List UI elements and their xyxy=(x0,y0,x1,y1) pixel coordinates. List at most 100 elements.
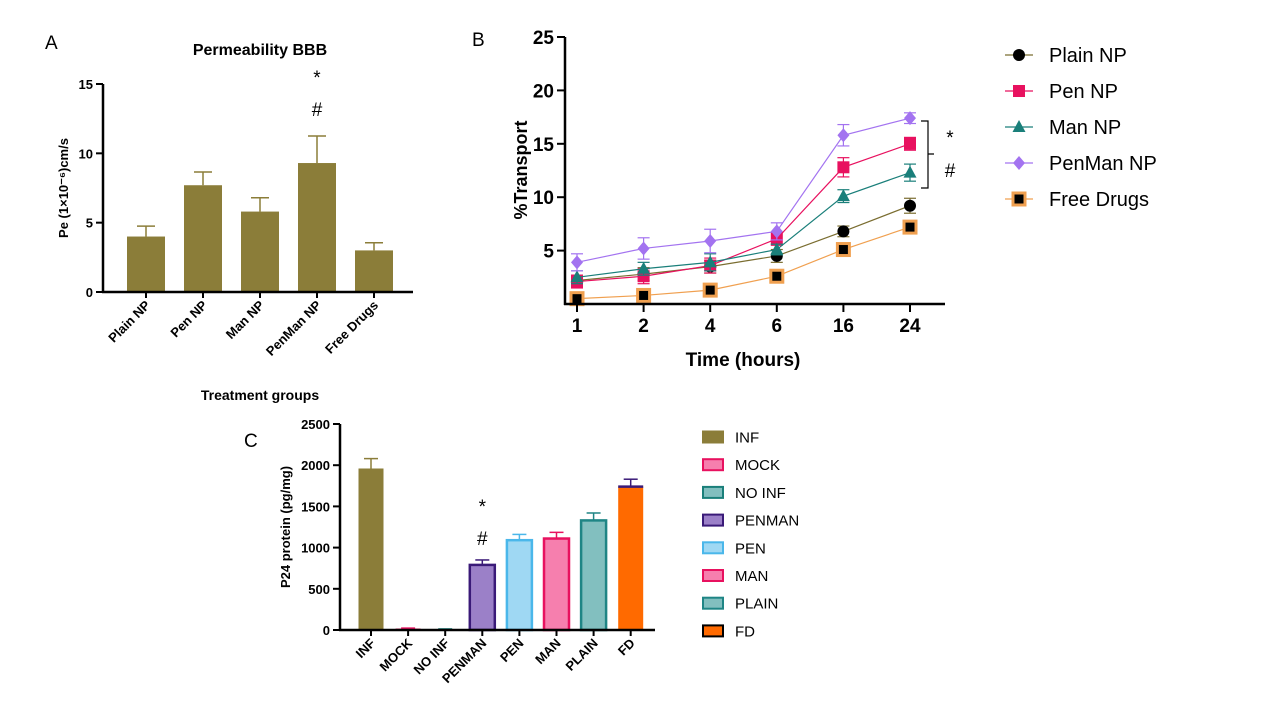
panel-label-b: B xyxy=(472,30,485,51)
chart-b-ytick-label: 20 xyxy=(533,81,554,102)
chart-a-ytick-label: 0 xyxy=(86,285,93,300)
chart-b-ytick-label: 5 xyxy=(543,242,554,263)
chart-b-series-line xyxy=(576,205,911,282)
chart-c-legend-swatch xyxy=(702,569,724,582)
chart-b-legend-label: Free Drugs xyxy=(1049,189,1149,211)
chart-b-point xyxy=(903,165,917,178)
chart-b-series-line xyxy=(576,172,911,278)
chart-c-legend-label: PENMAN xyxy=(735,513,799,530)
panel-label-c: C xyxy=(244,431,258,452)
chart-b-legend-label: Man NP xyxy=(1049,117,1121,139)
chart-b-point xyxy=(703,255,717,268)
chart-c-ytick-label: 1500 xyxy=(301,499,330,514)
chart-c-legend-swatch xyxy=(702,596,724,610)
chart-a-xtick-label: Pen NP xyxy=(167,297,210,340)
chart-b-point xyxy=(770,224,783,239)
chart-c-legend-swatch xyxy=(702,430,724,444)
chart-c-xtick-label: PLAIN xyxy=(563,636,601,674)
chart-b-legend: Plain NP Pen NP Man NP PenMan NP Free Drugs xyxy=(1005,45,1157,211)
chart-b-point xyxy=(702,282,718,298)
chart-b-series-line xyxy=(576,143,911,283)
chart-b-xtick-label: 24 xyxy=(899,316,921,337)
chart-b-ytick-label: 15 xyxy=(533,135,555,156)
chart-a-ylabel: Pe (1×10⁻⁶)cm/s xyxy=(56,138,71,238)
chart-c-bar xyxy=(468,563,497,632)
chart-a-ytick-label: 10 xyxy=(79,146,93,161)
chart-b-legend-marker xyxy=(1013,49,1025,61)
chart-b-xtick-label: 16 xyxy=(833,316,854,337)
chart-c-significance-mark: # xyxy=(477,529,488,550)
chart-b-point xyxy=(637,241,650,256)
chart-b-ylabel: %Transport xyxy=(511,120,531,219)
chart-b-point xyxy=(837,225,850,238)
chart-c-ytick-label: 1000 xyxy=(301,541,330,556)
chart-a-significance-mark: # xyxy=(312,100,323,121)
chart-c-legend-label: NO INF xyxy=(735,485,786,502)
chart-b-point xyxy=(837,128,850,143)
chart-c-ytick-label: 0 xyxy=(323,623,330,638)
chart-c-xtick-label: INF xyxy=(353,635,378,660)
chart-b-series-line xyxy=(576,117,911,263)
chart-b-xtick-label: 1 xyxy=(572,316,583,337)
chart-c-legend-label: MAN xyxy=(735,568,768,585)
chart-c-xtick-label: MAN xyxy=(532,636,564,668)
chart-a-ytick-label: 15 xyxy=(79,77,93,92)
chart-c-legend-swatch xyxy=(702,513,724,527)
chart-a-bar xyxy=(184,185,222,292)
panel-label-a: A xyxy=(45,33,58,54)
chart-a-bar xyxy=(127,236,165,292)
chart-b-series-line xyxy=(576,226,911,300)
chart-c-bar xyxy=(542,537,571,632)
chart-c-ytick-label: 500 xyxy=(308,582,330,597)
chart-b-point xyxy=(835,242,851,258)
chart-c-bar xyxy=(505,538,534,632)
chart-b-point xyxy=(836,189,850,202)
chart-b-legend-label: Pen NP xyxy=(1049,81,1118,103)
chart-b-point xyxy=(704,233,717,248)
chart-b-legend-marker xyxy=(1012,120,1026,132)
chart-c-legend-swatch xyxy=(702,624,724,638)
chart-b-point xyxy=(770,242,784,255)
chart-c-xtick-label: PEN xyxy=(497,636,527,666)
chart-a-bar xyxy=(355,250,393,292)
chart-b-xtick-label: 6 xyxy=(772,316,783,337)
chart-b-legend-marker xyxy=(1013,156,1025,170)
chart-c-legend-swatch xyxy=(702,541,724,555)
chart-b-point xyxy=(636,287,652,303)
chart-b-point xyxy=(904,111,916,126)
chart-b-point xyxy=(904,137,916,150)
chart-c-bar xyxy=(579,519,608,632)
chart-b-xlabel: Time (hours) xyxy=(686,350,801,371)
chart-a: Permeability BBB Treatment groups Pe (1×… xyxy=(56,42,413,403)
chart-a-xlabel: Treatment groups xyxy=(201,387,319,403)
chart-b-point xyxy=(769,268,785,284)
chart-b-point xyxy=(637,261,651,274)
chart-c-legend-swatch xyxy=(702,485,724,499)
chart-b-point xyxy=(570,270,584,283)
chart-c-legend-swatch xyxy=(702,458,724,472)
chart-c-significance-mark: * xyxy=(479,497,487,518)
chart-c-legend-label: PEN xyxy=(735,540,766,557)
chart-a-xtick-label: Man NP xyxy=(223,297,268,342)
chart-b-significance-mark: # xyxy=(945,161,956,182)
chart-b-xtick-label: 2 xyxy=(638,316,649,337)
chart-a-xtick-label: PenMan NP xyxy=(263,297,324,358)
chart-b-ytick-label: 10 xyxy=(533,188,554,209)
chart-c-xtick-label: FD xyxy=(615,636,638,659)
chart-b-bracket xyxy=(921,120,934,189)
chart-b-point xyxy=(571,255,583,270)
chart-b-xtick-label: 4 xyxy=(705,316,716,337)
chart-c-legend-label: INF xyxy=(735,430,759,447)
chart-a-xtick-label: Plain NP xyxy=(105,297,153,345)
chart-b-point xyxy=(902,219,918,235)
chart-c-ylabel: P24 protein (pg/mg) xyxy=(278,466,293,588)
chart-c-bar xyxy=(358,468,384,630)
chart-b-legend-label: PenMan NP xyxy=(1049,153,1157,175)
chart-c-legend-label: MOCK xyxy=(735,457,780,474)
chart-c-legend-label: PLAIN xyxy=(735,596,778,613)
chart-a-significance-mark: * xyxy=(313,68,321,89)
